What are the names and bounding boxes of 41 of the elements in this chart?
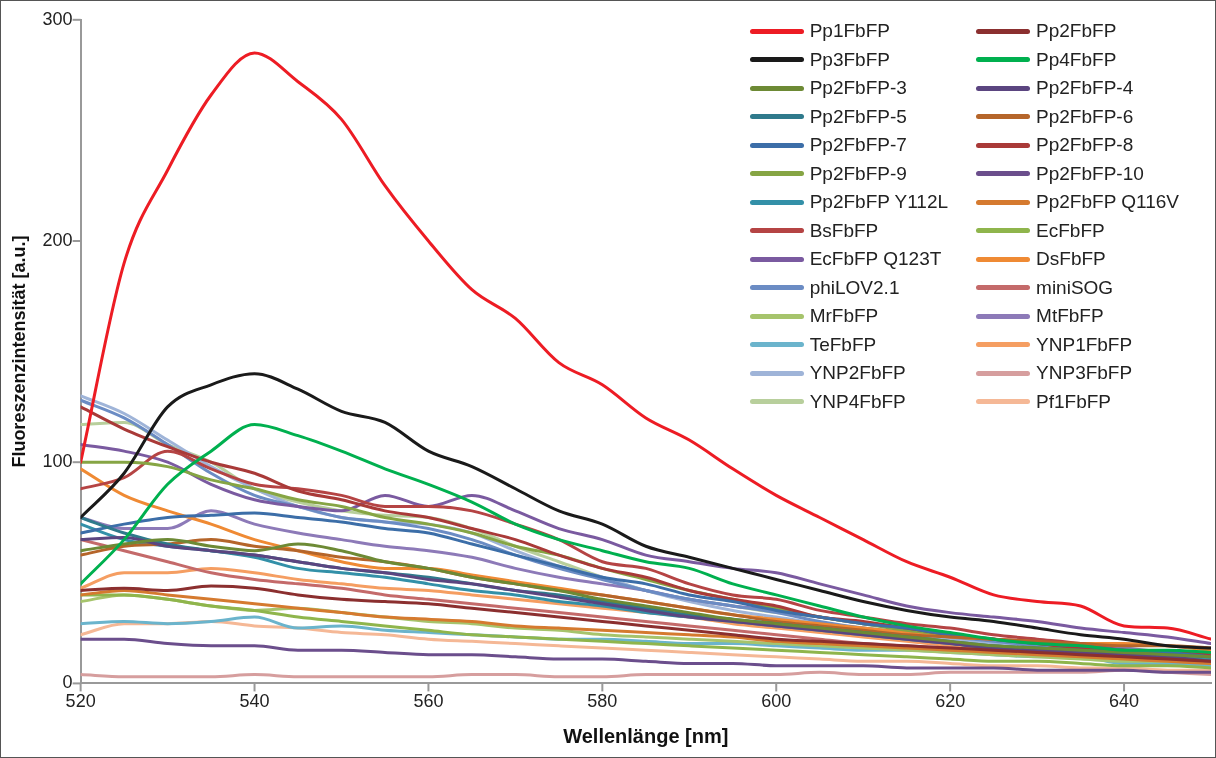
legend-label: EcFbFP Q123T	[809, 248, 942, 271]
legend-label: Pp2FbFP-8	[1036, 134, 1134, 157]
legend-label: phiLOV2.1	[809, 276, 900, 299]
legend-label: Pp3FbFP	[809, 48, 890, 71]
legend-label: YNP1FbFP	[1036, 333, 1133, 356]
legend-label: YNP3FbFP	[1036, 362, 1133, 385]
legend-label: YNP2FbFP	[809, 362, 906, 385]
legend-label: Pp1FbFP	[809, 20, 890, 43]
x-tick-label: 540	[239, 691, 270, 712]
legend-label: Pp2FbFP Y112L	[809, 191, 949, 214]
legend-label: Pp2FbFP-7	[809, 134, 907, 157]
legend-label: Pp2FbFP-10	[1036, 162, 1144, 185]
legend-label: MrFbFP	[809, 305, 879, 328]
legend-label: BsFbFP	[809, 219, 879, 242]
legend-label: TeFbFP	[809, 333, 877, 356]
x-tick-label: 520	[65, 691, 96, 712]
legend-label: Pp2FbFP-6	[1036, 105, 1134, 128]
legend-label: DsFbFP	[1036, 248, 1106, 271]
legend-label: Pp2FbFP Q116V	[1036, 191, 1179, 214]
x-tick-label: 640	[1109, 691, 1140, 712]
legend-label: YNP4FbFP	[809, 390, 906, 413]
x-tick-label: 620	[935, 691, 966, 712]
legend-label: Pp2FbFP-5	[809, 105, 907, 128]
legend-label: EcFbFP	[1036, 219, 1105, 242]
x-tick-label: 560	[413, 691, 444, 712]
legend-label: Pp2FbFP	[1036, 20, 1117, 43]
legend-label: Pp2FbFP-4	[1036, 77, 1134, 100]
x-axis-title: Wellenlänge [nm]	[563, 724, 729, 747]
legend-label: Pp2FbFP-3	[809, 77, 907, 100]
y-tick-label: 100	[42, 451, 73, 472]
x-tick-label: 580	[587, 691, 618, 712]
y-tick-label: 0	[62, 672, 73, 693]
y-tick-label: 200	[42, 229, 73, 250]
legend-label: miniSOG	[1036, 276, 1114, 299]
legend-label: Pf1FbFP	[1036, 390, 1112, 413]
legend-label: Pp4FbFP	[1036, 48, 1117, 71]
legend-label: Pp2FbFP-9	[809, 162, 907, 185]
y-axis-title: Fluoreszenzintensität [a.u.]	[8, 235, 29, 468]
x-tick-label: 600	[761, 691, 792, 712]
legend-label: MtFbFP	[1036, 305, 1104, 328]
y-tick-label: 300	[42, 8, 73, 29]
